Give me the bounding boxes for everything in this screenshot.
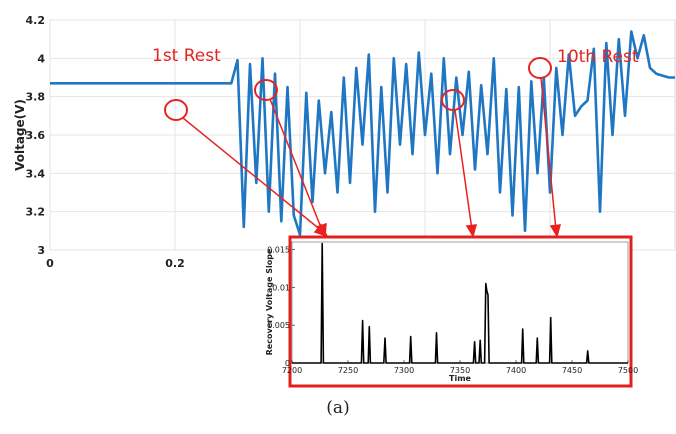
inset-x-tick-6: 7500 [618,366,638,375]
main-x-tick-1: 0.2 [165,257,185,270]
main-y-tick-4: 3.8 [26,91,46,104]
zoom-arrow-2 [269,98,323,231]
first-rest-label: 1st Rest [152,46,221,66]
zoom-arrow-4 [540,77,557,231]
rest-circle-2 [254,79,278,101]
rest-circle-3 [441,89,465,111]
inset-x-tick-0: 7200 [282,366,302,375]
inset-y-tick-3: 0.015 [267,246,290,255]
main-y-tick-0: 3 [37,244,45,257]
zoom-arrowhead-2 [315,222,327,238]
inset-x-tick-4: 7400 [506,366,526,375]
zoom-arrowhead-4 [549,224,562,238]
inset-x-axis-label: Time [449,374,472,383]
zoom-arrow-3 [454,109,473,231]
rest-circle-1 [164,99,188,121]
zoom-arrows [182,77,562,238]
main-plot: 33.23.43.63.844.2 00.20.40.60.8 Voltage(… [13,14,676,270]
rest-markers [164,57,552,121]
main-y-tick-6: 4.2 [26,14,46,27]
inset-y-tick-2: 0.01 [272,283,290,292]
inset-plot-area [291,241,629,364]
main-y-tick-2: 3.4 [26,167,46,180]
inset-y-tick-1: 0.005 [267,321,290,330]
inset-x-tick-3: 7350 [450,366,470,375]
inset-x-tick-2: 7300 [394,366,414,375]
main-y-tick-3: 3.6 [26,129,46,142]
inset-series-line [292,242,628,364]
main-y-tick-1: 3.2 [26,206,46,219]
main-x-tick-0: 0 [46,257,54,270]
inset-plot: 0 0.005 0.01 0.015 7200 7250 7300 7350 7400 7450… [265,235,638,388]
inset-y-axis-label: Recovery Voltage Slope [265,248,274,355]
tenth-rest-label: 10th Rest [557,47,639,67]
main-y-axis-label: Voltage(V) [13,99,27,171]
rest-circle-4 [528,57,552,79]
inset-x-tick-1: 7250 [338,366,358,375]
zoom-arrowhead-3 [465,224,478,238]
zoom-arrow-1 [182,117,323,232]
inset-y-tick-0: 0 [285,359,290,368]
inset-x-tick-5: 7450 [562,366,582,375]
main-y-ticks: 3 3.2 3.4 3.6 3.8 4 4.2 [26,14,46,257]
figure-caption: (a) [326,398,350,418]
main-y-tick-5: 4 [37,52,45,65]
